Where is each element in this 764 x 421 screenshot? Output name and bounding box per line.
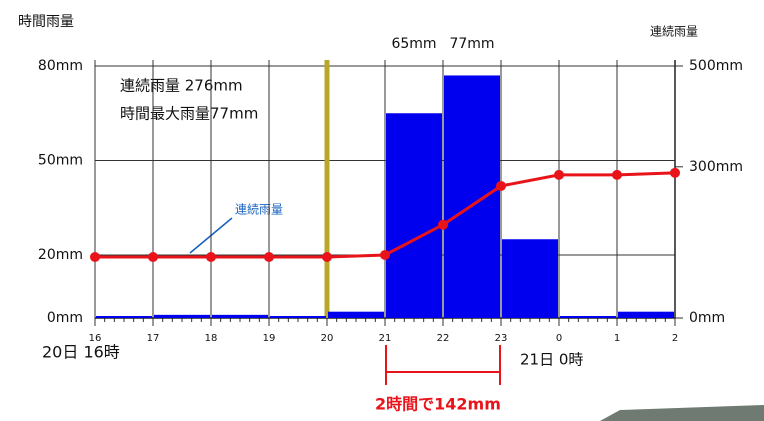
line-point [380, 250, 390, 260]
line-point [438, 219, 448, 230]
x-tick-label: 0 [556, 333, 562, 344]
annotation: 2時間で142mm [375, 395, 501, 414]
y2-axis-title: 連続雨量 [650, 25, 698, 39]
y2-tick-label: 300mm [689, 159, 743, 175]
y-tick-label: 50mm [38, 153, 83, 169]
bar [560, 316, 616, 318]
bar [212, 314, 268, 318]
annotation: 21日 0時 [520, 351, 583, 369]
x-tick-label: 22 [437, 333, 450, 344]
x-tick-label: 23 [495, 333, 508, 344]
x-tick-label: 20 [321, 333, 334, 344]
line-point [206, 252, 216, 263]
line-label: 連続雨量 [235, 203, 283, 217]
line-point [264, 252, 274, 263]
x-tick-label: 18 [205, 333, 218, 344]
annotation: 時間最大雨量77mm [120, 105, 258, 123]
line-point [148, 252, 158, 263]
data-label: 65mm [391, 36, 436, 52]
bar [96, 316, 152, 318]
y-tick-label: 80mm [38, 58, 83, 74]
bar [502, 239, 558, 318]
line-point [612, 169, 622, 180]
line-point [322, 252, 332, 263]
line-point [554, 169, 564, 180]
y-tick-label: 20mm [38, 247, 83, 263]
x-tick-label: 21 [379, 333, 392, 344]
y-axis-title: 時間雨量 [18, 14, 74, 30]
photo-fragment [600, 405, 764, 421]
annotation: 20日 16時 [42, 343, 120, 362]
y2-tick-label: 500mm [689, 58, 743, 74]
x-tick-label: 19 [263, 333, 276, 344]
x-tick-label: 16 [89, 333, 102, 344]
bar [444, 75, 500, 318]
data-label: 77mm [449, 36, 494, 52]
x-tick-label: 2 [672, 333, 678, 344]
bar [154, 314, 210, 318]
x-tick-label: 17 [147, 333, 160, 344]
line-point [90, 252, 100, 263]
bar [386, 113, 442, 318]
bar [618, 311, 674, 318]
bar [270, 316, 326, 318]
bar [328, 311, 384, 318]
line-point [670, 167, 680, 178]
y2-tick-label: 0mm [689, 310, 725, 326]
y-tick-label: 0mm [47, 310, 83, 326]
x-tick-label: 1 [614, 333, 620, 344]
line-point [496, 180, 506, 191]
annotation: 連続雨量 276mm [120, 77, 243, 95]
